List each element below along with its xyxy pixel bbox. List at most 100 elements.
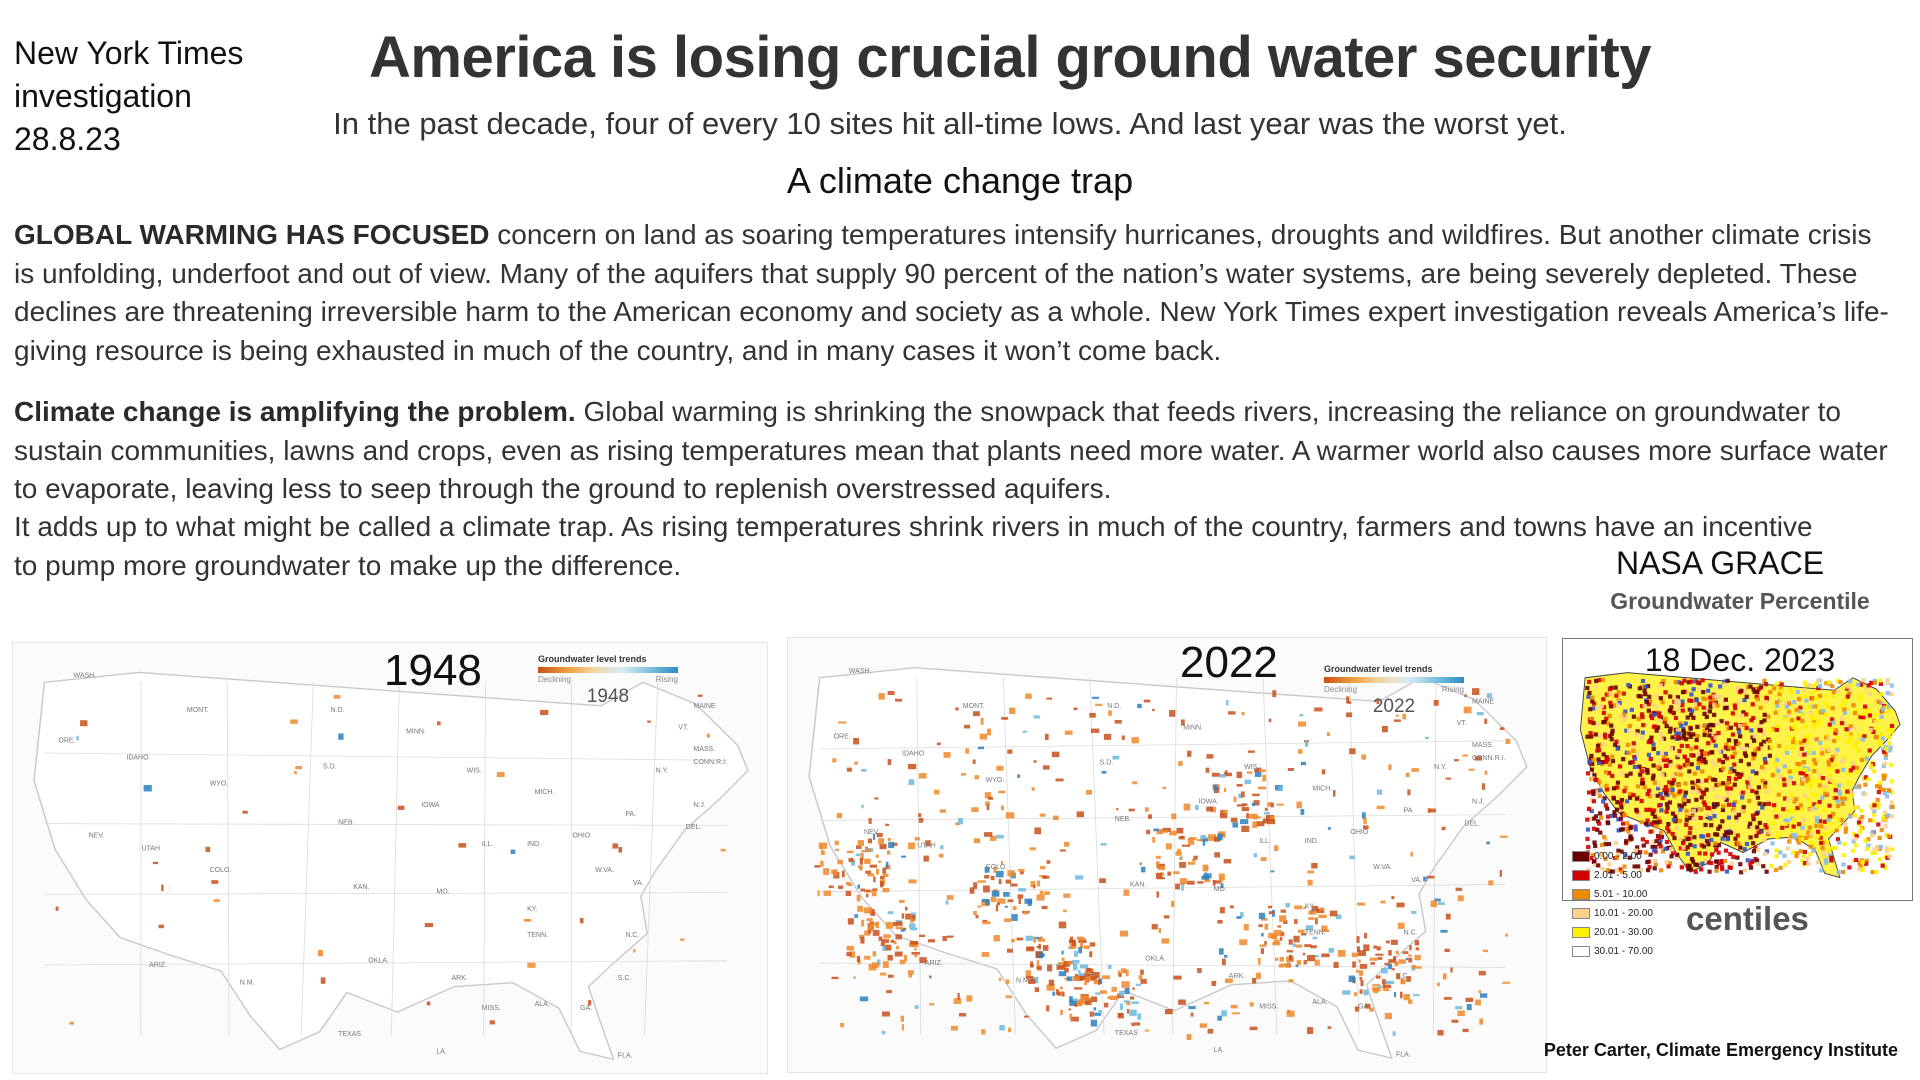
state-label: VA. [1411, 877, 1422, 884]
state-label: ARK. [452, 975, 468, 982]
trend-legend-2022: Groundwater level trends Declining Rising… [1324, 664, 1464, 718]
map-year-label-2022: 2022 [1180, 638, 1278, 687]
state-label: OKLA. [368, 958, 389, 965]
trend-legend-1948: Groundwater level trends Declining Rising… [538, 654, 678, 708]
state-label: IDAHO [902, 751, 925, 758]
state-label: NEB. [1115, 816, 1131, 823]
us-map-1948: WASH. MONT. N.D. MINN. ORE. IDAHO S.D. WYO. WIS.… [33, 671, 749, 1061]
state-label: GA. [1358, 1004, 1370, 1011]
state-label: VT. [678, 724, 688, 731]
paragraph-climate-trap: It adds up to what might be called a cli… [14, 511, 1813, 581]
grace-legend-row: 2.01 - 5.00 [1572, 866, 1653, 885]
state-label: IOWA [421, 802, 440, 809]
state-label: MAINE [693, 703, 716, 710]
state-label: UTAH [917, 842, 936, 849]
us-map-2022: WASH. MONT. N.D. MINN. ORE. IDAHO S.D. WYO. WIS.… [808, 667, 1528, 1060]
source-note-line-3: 28.8.23 [14, 121, 121, 157]
state-label: GA. [580, 1005, 592, 1012]
page-subtitle: In the past decade, four of every 10 sit… [333, 106, 1567, 141]
state-label: W.VA. [1373, 864, 1392, 871]
state-label: MINN. [406, 729, 426, 736]
map-year-label-1948: 1948 [384, 646, 482, 695]
legend-label: 30.01 - 70.00 [1594, 946, 1653, 957]
source-note-line-2: investigation [14, 78, 192, 114]
state-label: ARK. [1229, 973, 1245, 980]
state-label: ILL. [482, 841, 494, 848]
state-label: CONN. [693, 759, 716, 766]
state-label: MO. [436, 889, 449, 896]
state-label: IDAHO [126, 755, 149, 762]
state-label: WASH. [849, 668, 872, 675]
map-1948: WASH. MONT. N.D. MINN. ORE. IDAHO S.D. WYO. WIS.… [12, 642, 768, 1074]
trend-legend-declining: Declining [1324, 685, 1357, 694]
state-label: DEL. [1464, 821, 1480, 828]
state-label: ILL. [1259, 838, 1271, 845]
state-label: VA. [633, 880, 644, 887]
state-label: WIS. [1244, 764, 1259, 771]
trend-legend-title: Groundwater level trends [538, 654, 647, 664]
state-label: NEV. [864, 829, 880, 836]
state-label: TENN. [527, 932, 548, 939]
grace-legend: 0.00 - 2.00 2.01 - 5.00 5.01 - 10.00 10.01 … [1572, 847, 1653, 961]
paragraph-global-warming: GLOBAL WARMING HAS FOCUSED concern on la… [14, 216, 1894, 370]
state-label: KY. [527, 906, 537, 913]
credit: Peter Carter, Climate Emergency Institut… [1543, 1040, 1898, 1060]
state-label: S.D. [323, 763, 337, 770]
grace-subtitle: Groundwater Percentile [1610, 588, 1870, 614]
trend-legend-rising: Rising [1441, 685, 1464, 694]
state-label: N.M. [240, 979, 255, 986]
state-label: FLA. [1396, 1052, 1411, 1059]
trend-legend-year: 1948 [586, 686, 630, 707]
state-label: S.C. [1396, 973, 1410, 980]
state-label: PA. [625, 811, 636, 818]
legend-label: 2.01 - 5.00 [1594, 870, 1642, 881]
state-label: DEL. [686, 824, 702, 831]
state-label: S.C. [618, 975, 632, 982]
trend-legend-bar [1324, 677, 1464, 683]
state-label: NEB. [338, 819, 354, 826]
state-label: ALA. [535, 1001, 550, 1008]
state-label: WASH. [74, 673, 97, 680]
state-label: MONT. [963, 703, 985, 710]
legend-label: 20.01 - 30.00 [1594, 927, 1653, 938]
legend-swatch [1572, 946, 1590, 957]
state-label: ORE. [58, 737, 75, 744]
grace-legend-row: 10.01 - 20.00 [1572, 904, 1653, 923]
paragraph-lead: GLOBAL WARMING HAS FOCUSED [14, 219, 490, 250]
state-label: MAINE [1472, 698, 1495, 705]
state-label: NEV. [89, 832, 105, 839]
state-label: N.D. [331, 707, 345, 714]
state-label: R.I. [716, 759, 727, 766]
state-label: KAN. [353, 884, 369, 891]
state-label: MASS. [1472, 742, 1494, 749]
state-label: LA. [1214, 1047, 1225, 1054]
state-label: MISS. [482, 1005, 501, 1012]
state-label: N.C. [625, 932, 639, 939]
grace-map-panel [1562, 638, 1913, 901]
state-label: IOWA [1198, 799, 1217, 806]
grace-legend-row: 5.01 - 10.00 [1572, 885, 1653, 904]
state-label: N.M. [1016, 977, 1031, 984]
grace-legend-row: 30.01 - 70.00 [1572, 942, 1653, 961]
state-label: N.J. [693, 802, 706, 809]
map-2022: WASH. MONT. N.D. MINN. ORE. IDAHO S.D. WYO. WIS.… [787, 637, 1547, 1073]
page-title: America is losing crucial ground water s… [369, 25, 1651, 90]
trend-legend-title: Groundwater level trends [1324, 664, 1433, 674]
grace-title: NASA GRACE [1615, 545, 1825, 581]
paragraph-body: concern on land as soaring temperatures … [14, 219, 1889, 366]
state-label: N.C. [1404, 930, 1418, 937]
legend-label: 0.00 - 2.00 [1594, 851, 1642, 862]
legend-swatch [1572, 851, 1590, 862]
section-heading: A climate change trap [786, 160, 1134, 201]
state-label: COLO. [986, 864, 1008, 871]
state-label: UTAH [142, 845, 161, 852]
state-label: MONT. [187, 707, 209, 714]
state-label: WYO. [210, 781, 229, 788]
paragraph-body: Global warming is shrinking the snowpack… [14, 396, 1888, 504]
legend-label: 10.01 - 20.00 [1594, 908, 1653, 919]
state-label: MICH. [1312, 786, 1332, 793]
trend-legend-year: 2022 [1372, 696, 1416, 717]
grace-percentile-map [1579, 672, 1901, 879]
state-label: R.I. [1495, 755, 1506, 762]
state-label: ORE. [834, 733, 851, 740]
